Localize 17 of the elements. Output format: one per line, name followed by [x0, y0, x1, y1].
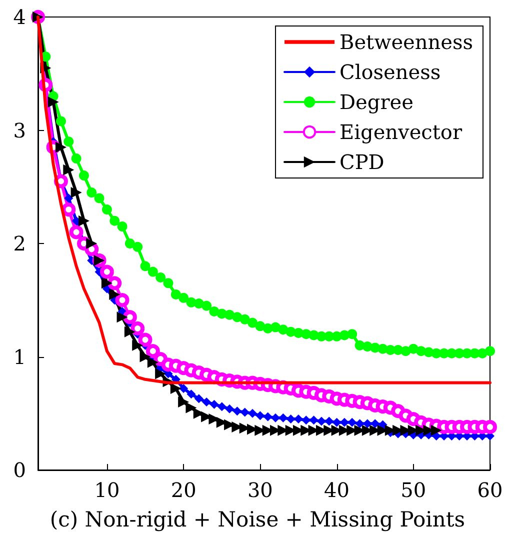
x-tick-label: 20 [170, 478, 196, 502]
legend-label: Degree [340, 90, 414, 114]
y-tick-label: 0 [13, 458, 26, 482]
x-tick-label: 30 [247, 478, 273, 502]
y-tick-label: 3 [13, 118, 26, 142]
x-tick-label: 10 [94, 478, 120, 502]
x-tick-label: 40 [324, 478, 350, 502]
y-tick-label: 2 [13, 232, 26, 256]
x-tick-label: 50 [400, 478, 426, 502]
y-tick-label: 1 [13, 344, 26, 369]
legend-label: CPD [340, 150, 384, 174]
x-tick-label: 60 [477, 478, 503, 502]
y-tick-label: 4 [13, 5, 26, 29]
legend-label: Betweenness [340, 30, 474, 54]
text: (c) Non-rigid + Noise + Missing Points [50, 508, 466, 532]
legend-label: Closeness [340, 60, 441, 84]
legend-label: Eigenvector [340, 120, 462, 144]
